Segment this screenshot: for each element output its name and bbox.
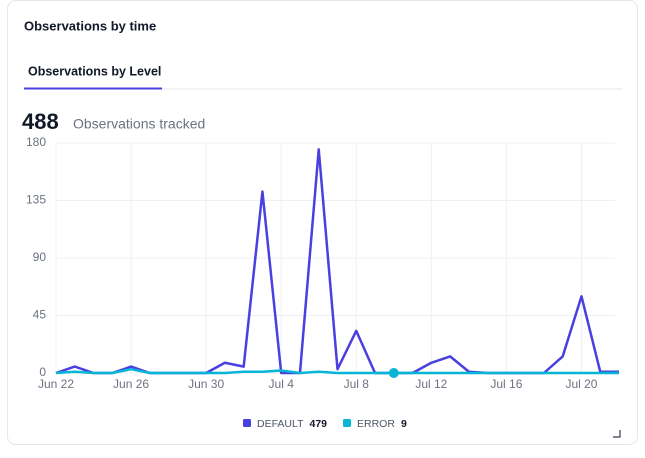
y-tick-label: 135 bbox=[26, 193, 46, 207]
x-tick-label: Jul 8 bbox=[344, 377, 370, 391]
hover-point bbox=[388, 368, 399, 378]
plot: 0 45 90 135 180 Jun 22 Jun 26 Jun 30 Jul 4 Jul 8 J… bbox=[26, 135, 619, 430]
y-tick-label: 180 bbox=[26, 135, 46, 149]
legend-total: 9 bbox=[401, 418, 407, 430]
series-line bbox=[55, 367, 619, 375]
x-tick-label: Jul 20 bbox=[565, 377, 597, 391]
x-tick-label: Jun 30 bbox=[188, 377, 224, 391]
card-frame bbox=[7, 0, 638, 445]
y-tick-label: 90 bbox=[33, 250, 47, 264]
legend-swatch bbox=[243, 419, 251, 427]
x-tick-label: Jun 22 bbox=[38, 377, 74, 391]
x-tick-label: Jul 4 bbox=[269, 377, 295, 391]
tab[interactable]: Observations by Level bbox=[28, 64, 161, 78]
y-tick-label: 0 bbox=[39, 365, 46, 379]
x-tick-label: Jul 16 bbox=[490, 377, 522, 391]
summary-label: Observations tracked bbox=[73, 116, 205, 132]
summary-value: 488 bbox=[22, 109, 59, 134]
card-title: Observations by time bbox=[24, 18, 156, 33]
legend-swatch bbox=[343, 419, 352, 427]
y-tick-label: 45 bbox=[33, 308, 47, 322]
x-tick-label: Jul 12 bbox=[415, 377, 447, 391]
x-tick-label: Jun 26 bbox=[113, 377, 149, 391]
resize-handle[interactable] bbox=[613, 430, 621, 438]
legend-total: 479 bbox=[309, 418, 327, 430]
legend-label: ERROR bbox=[357, 418, 395, 430]
legend-label: DEFAULT bbox=[257, 418, 304, 430]
